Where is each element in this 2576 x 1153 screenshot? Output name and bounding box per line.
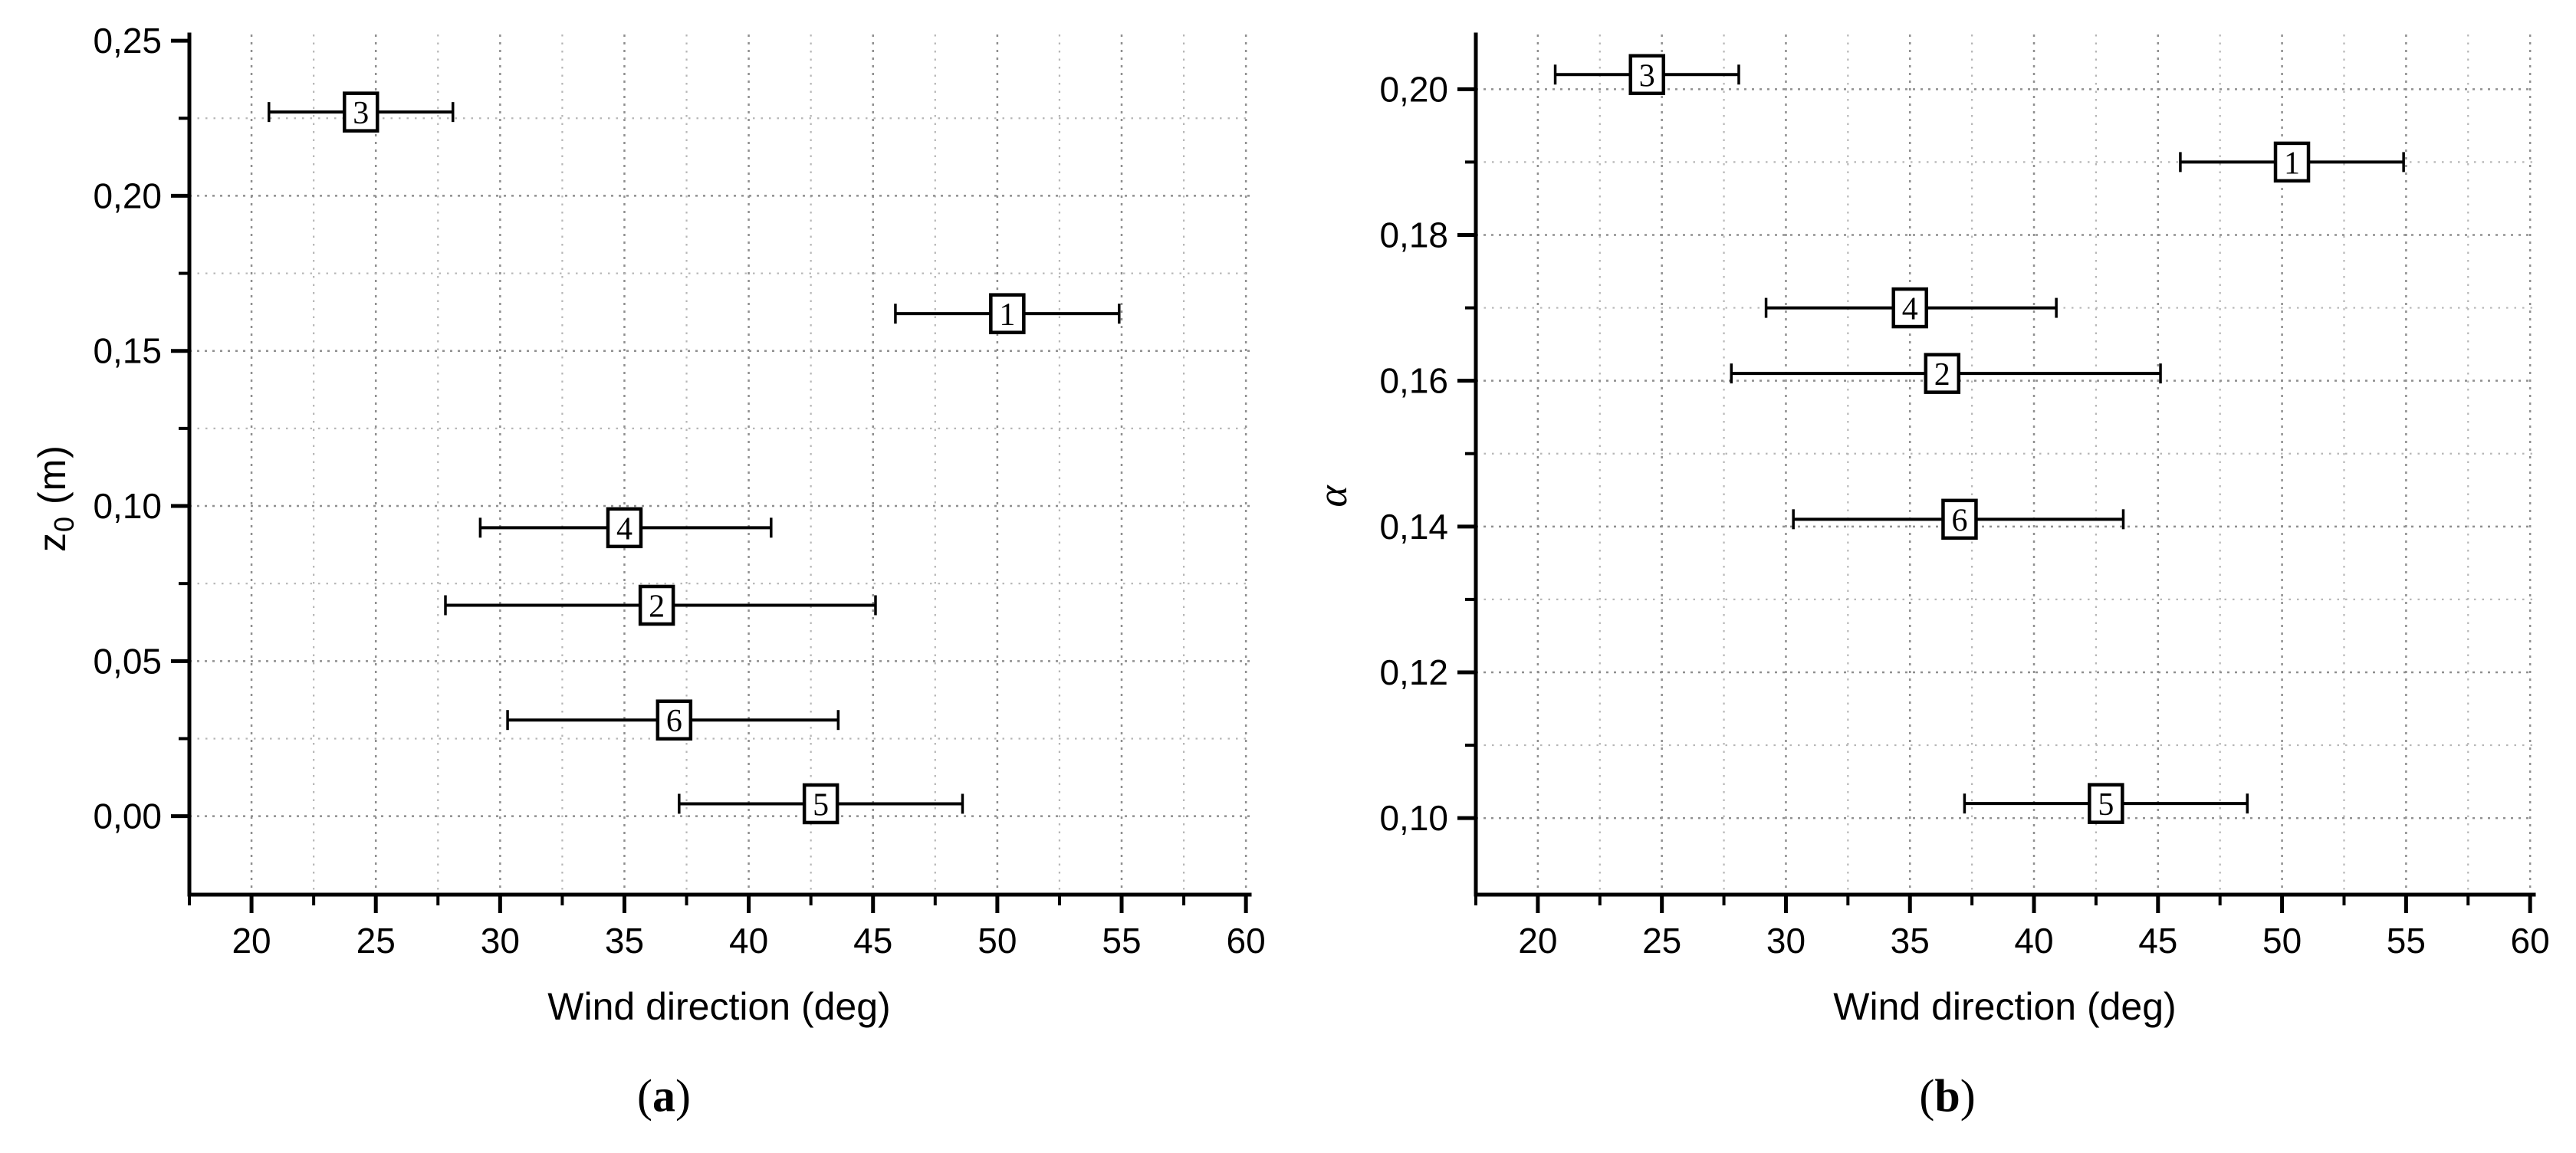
y-tick-label: 0,18 (1379, 215, 1448, 255)
x-tick-label: 25 (1642, 921, 1681, 961)
caption-b-letter: b (1934, 1070, 1960, 1122)
data-point-label: 5 (2098, 787, 2114, 823)
x-tick-label: 35 (605, 921, 644, 961)
data-point-label: 6 (666, 704, 682, 739)
data-point-marker (2088, 783, 2124, 824)
y-axis-title-panel-b: α (1309, 485, 1362, 507)
x-tick-label: 45 (2138, 921, 2177, 961)
x-tick-label: 55 (2387, 921, 2426, 961)
data-point-marker (606, 507, 643, 549)
data-point-marker (2273, 141, 2311, 183)
y-tick-label: 0,10 (1379, 798, 1448, 838)
x-axis-title-panel-a: Wind direction (deg) (547, 985, 891, 1028)
y-tick-label: 0,20 (1379, 69, 1448, 109)
y-tick-label: 0,25 (93, 21, 162, 61)
x-tick-label: 20 (1518, 921, 1557, 961)
data-point-marker (1891, 287, 1928, 329)
y-tick-label: 0,14 (1379, 507, 1448, 547)
x-tick-label: 25 (356, 921, 396, 961)
y-axis-title-panel-a: z0 (m) (30, 445, 80, 552)
data-point-label: 4 (1902, 292, 1918, 327)
data-point-marker (1941, 498, 1978, 540)
data-point-marker (1924, 353, 1961, 394)
data-point-label: 2 (649, 589, 665, 624)
y-axis-title-a-main: z (31, 531, 74, 552)
x-tick-label: 35 (1891, 921, 1930, 961)
panel-caption-a: (a) (637, 1070, 691, 1123)
y-tick-label: 0,20 (93, 176, 162, 215)
panel-caption-b: (b) (1919, 1070, 1975, 1123)
data-point-marker (802, 783, 840, 825)
caption-b-close: ) (1960, 1070, 1976, 1122)
x-tick-label: 20 (232, 921, 271, 961)
x-tick-label: 40 (729, 921, 768, 961)
data-point-label: 1 (2284, 146, 2300, 181)
y-axis-title-a-suffix: (m) (31, 445, 74, 516)
data-point-marker (1628, 54, 1666, 96)
caption-a-letter: a (652, 1070, 675, 1122)
data-point-label: 1 (999, 297, 1015, 333)
x-tick-label: 60 (1227, 921, 1266, 961)
x-axis-title-panel-b: Wind direction (deg) (1833, 985, 2177, 1028)
data-point-marker (638, 584, 675, 626)
x-tick-label: 30 (1766, 921, 1806, 961)
data-point-label: 3 (353, 96, 369, 131)
data-point-marker (656, 699, 693, 741)
y-tick-label: 0,16 (1379, 361, 1448, 401)
y-tick-label: 0,10 (93, 486, 162, 526)
x-tick-label: 50 (978, 921, 1017, 961)
x-tick-label: 60 (2511, 921, 2550, 961)
caption-a-close: ) (675, 1070, 691, 1122)
data-point-label: 3 (1639, 58, 1655, 94)
data-point-marker (342, 91, 380, 133)
y-tick-label: 0,00 (93, 797, 162, 836)
y-tick-label: 0,12 (1379, 652, 1448, 692)
y-axis-title-b-main: α (1309, 485, 1356, 508)
data-point-label: 2 (1934, 357, 1950, 393)
x-tick-label: 55 (1102, 921, 1141, 961)
x-tick-label: 40 (2014, 921, 2053, 961)
data-point-label: 6 (1951, 503, 1967, 538)
data-point-label: 5 (813, 787, 829, 823)
data-point-marker (989, 293, 1026, 334)
x-tick-label: 45 (853, 921, 892, 961)
y-tick-label: 0,05 (93, 641, 162, 681)
caption-a-open: ( (637, 1070, 652, 1122)
x-tick-label: 30 (481, 921, 520, 961)
x-tick-label: 50 (2262, 921, 2302, 961)
data-point-label: 4 (616, 511, 632, 547)
y-axis-title-a-sub: 0 (48, 515, 80, 532)
caption-b-open: ( (1919, 1070, 1935, 1122)
y-tick-label: 0,15 (93, 331, 162, 371)
